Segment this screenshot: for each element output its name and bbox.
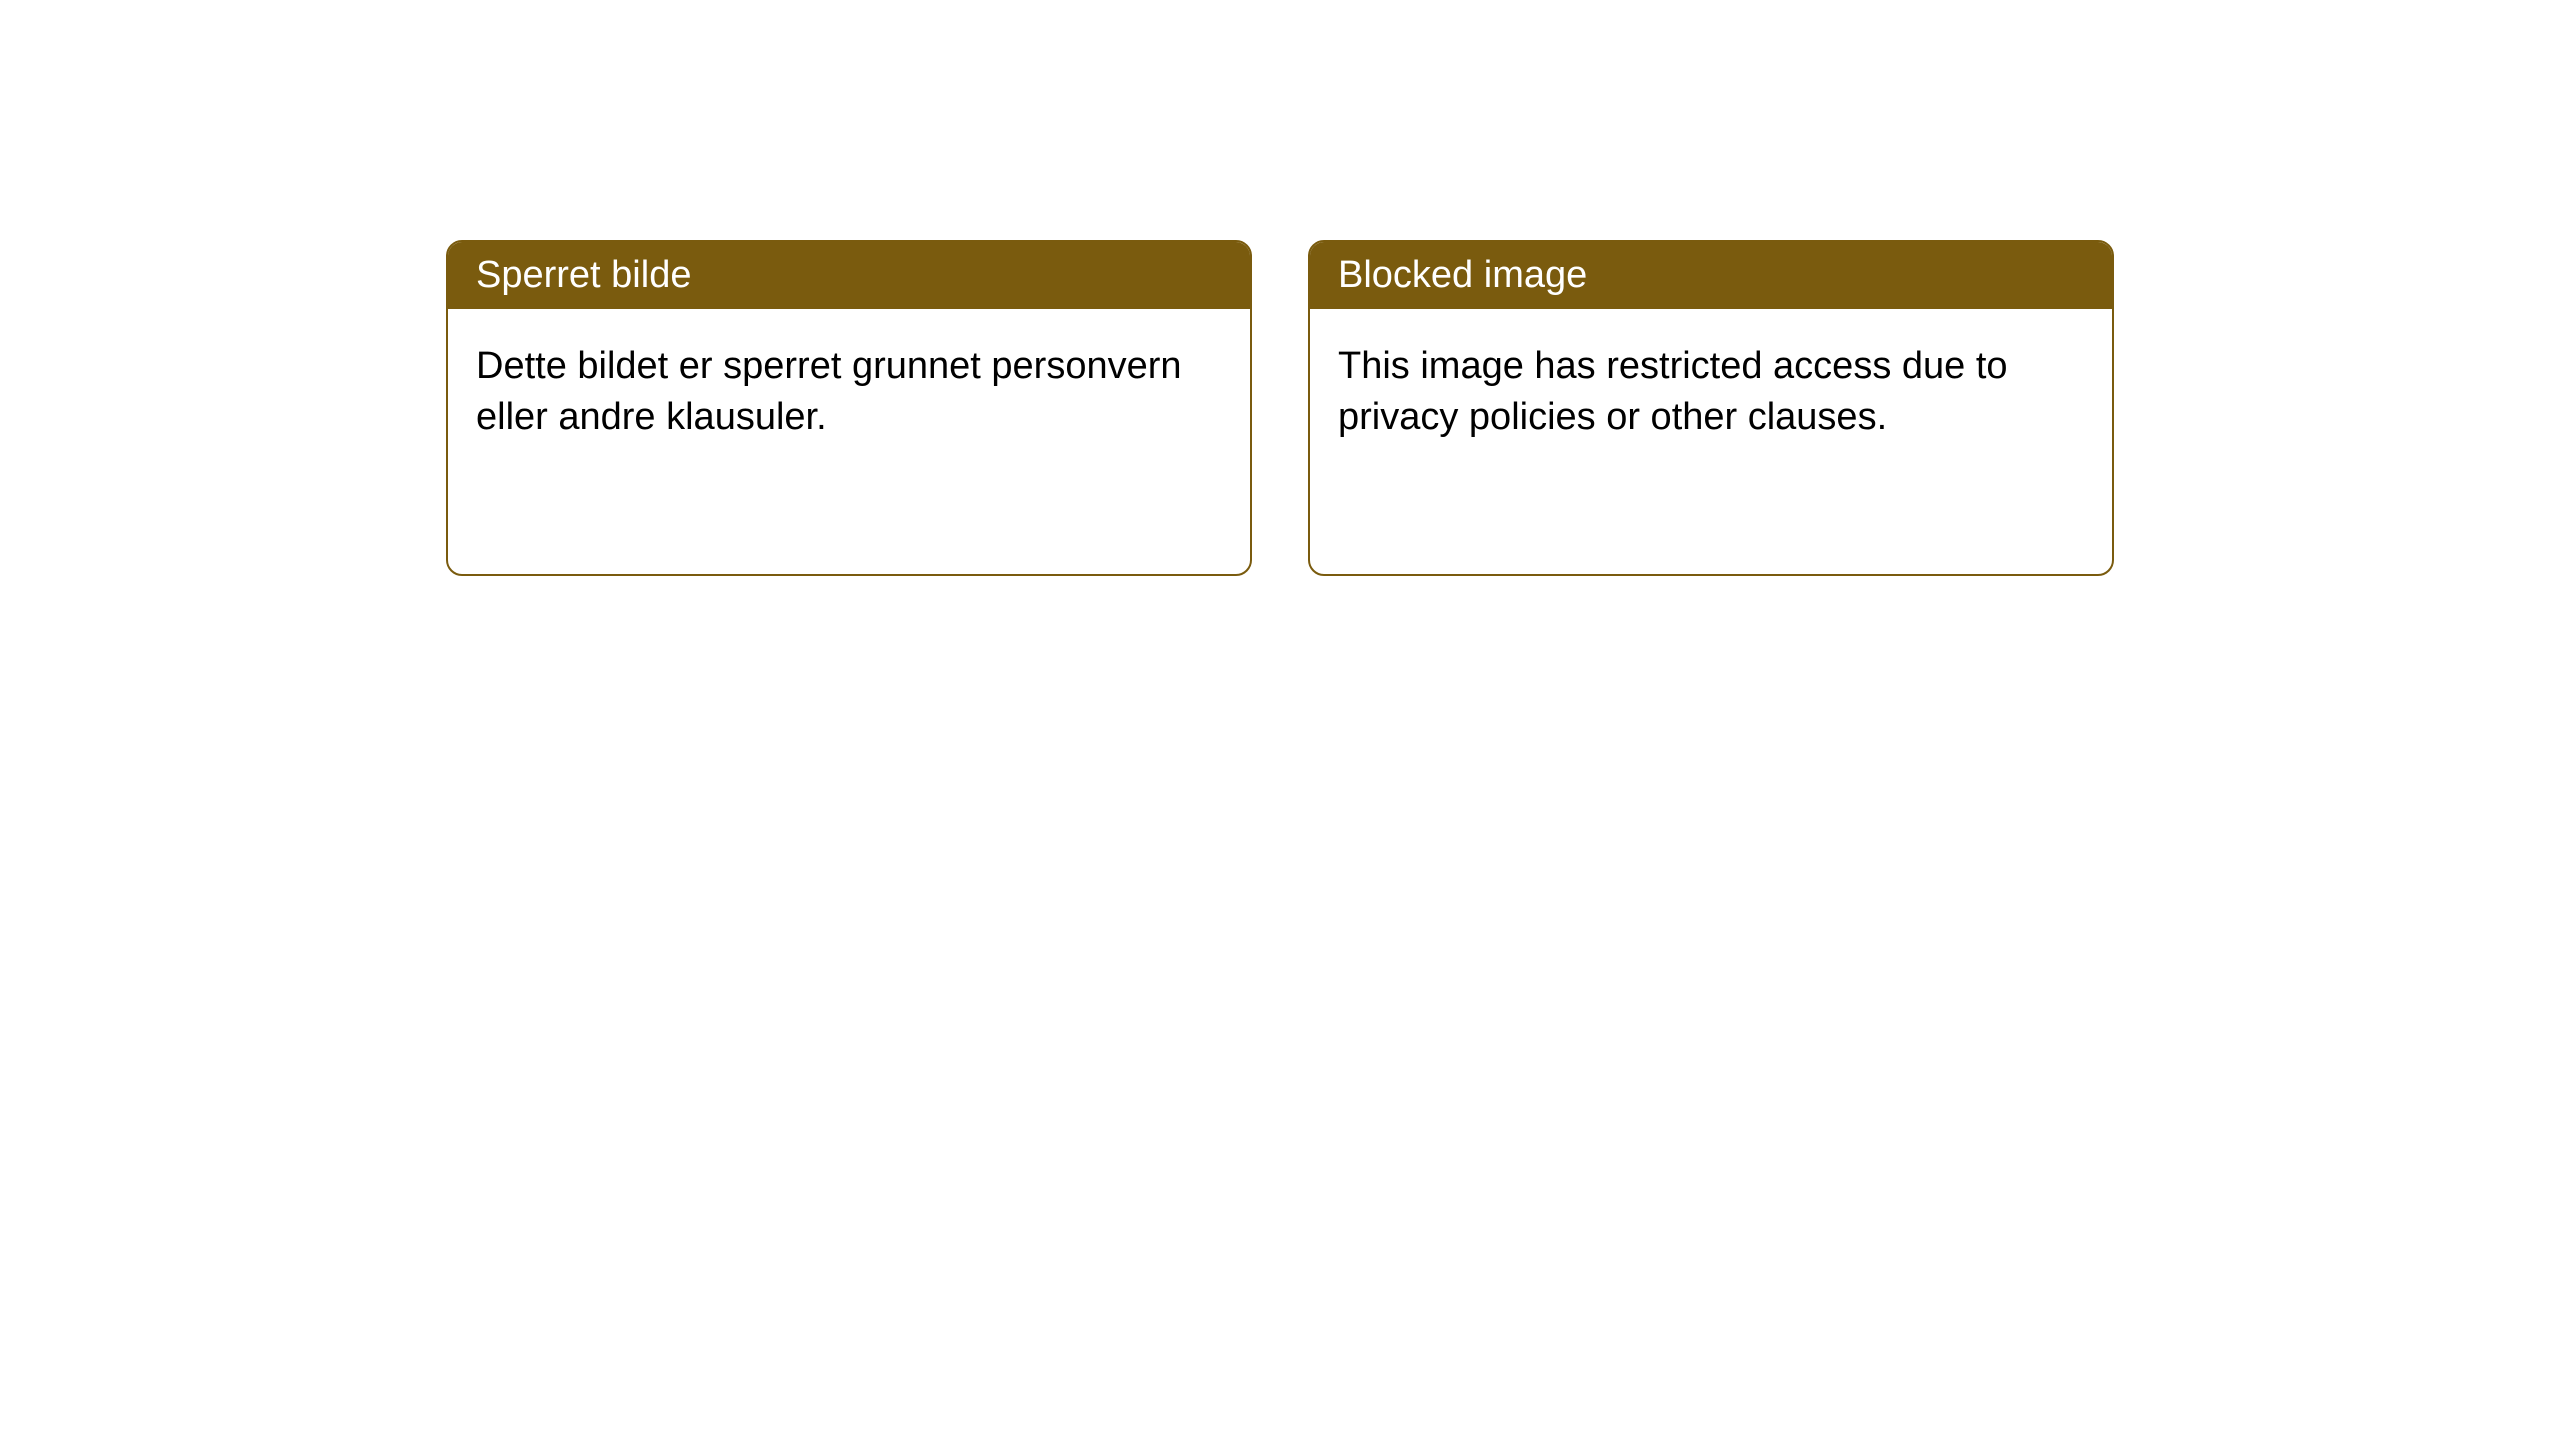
notice-card-header: Sperret bilde (448, 242, 1250, 309)
notice-card-title: Sperret bilde (476, 254, 691, 296)
notice-card-body: This image has restricted access due to … (1310, 309, 2112, 476)
notice-container: Sperret bilde Dette bildet er sperret gr… (446, 240, 2114, 576)
notice-card-body: Dette bildet er sperret grunnet personve… (448, 309, 1250, 476)
notice-card-text: Dette bildet er sperret grunnet personve… (476, 345, 1182, 438)
notice-card-text: This image has restricted access due to … (1338, 345, 2008, 438)
notice-card-title: Blocked image (1338, 254, 1587, 296)
notice-card-header: Blocked image (1310, 242, 2112, 309)
notice-card-norwegian: Sperret bilde Dette bildet er sperret gr… (446, 240, 1252, 576)
notice-card-english: Blocked image This image has restricted … (1308, 240, 2114, 576)
